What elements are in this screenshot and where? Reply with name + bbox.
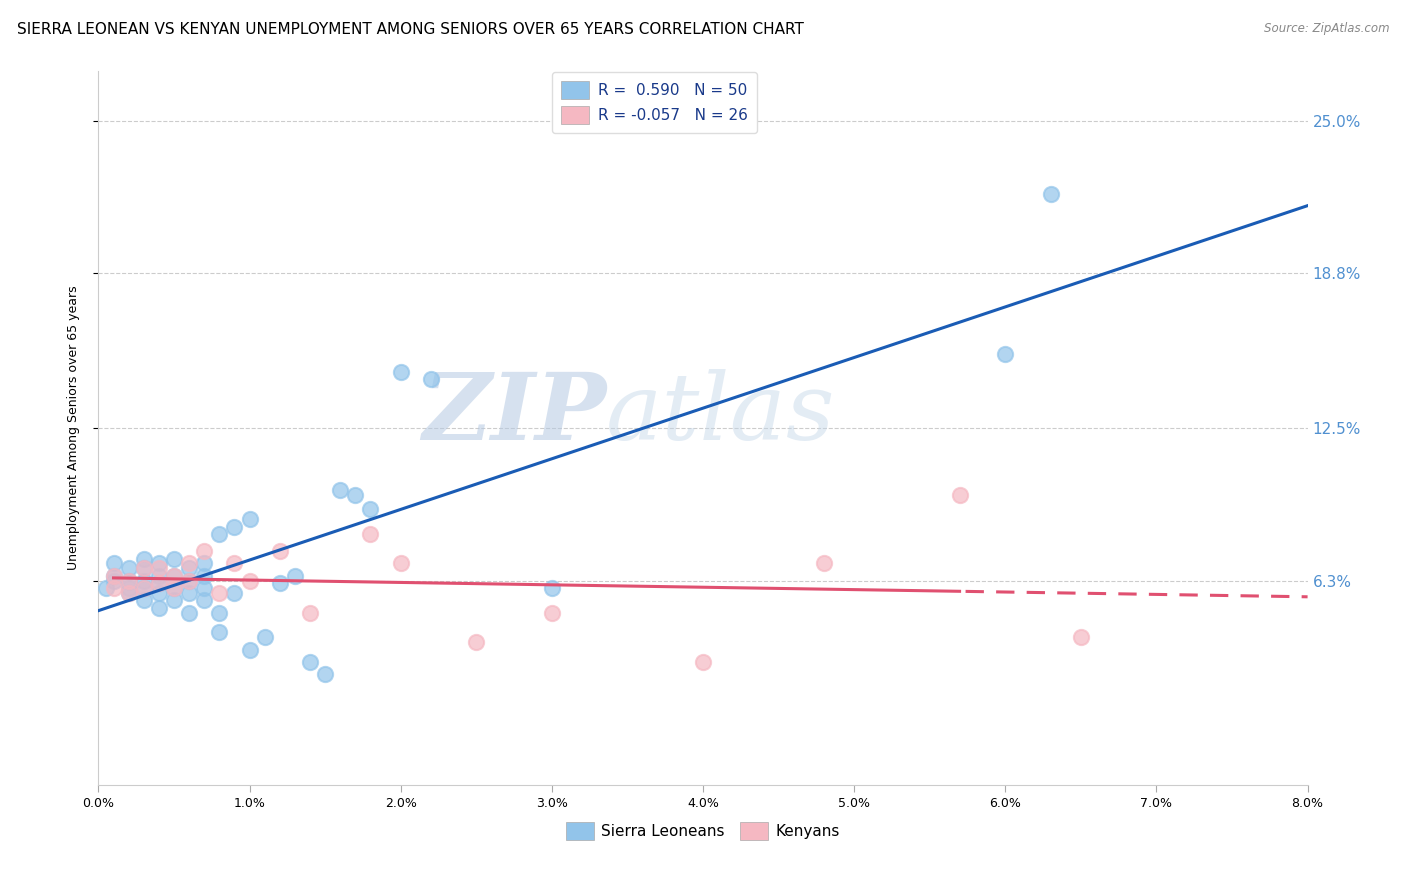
Point [299,606,322,620]
Point [163,593,186,607]
Point [163,569,186,583]
Legend: Sierra Leoneans, Kenyans: Sierra Leoneans, Kenyans [557,813,849,848]
Point [118,586,141,600]
Point [163,569,186,583]
Point [193,569,215,583]
Point [208,527,231,541]
Point [103,557,125,571]
Point [163,581,186,595]
Point [148,569,170,583]
Point [179,606,201,620]
Point [132,551,155,566]
Point [118,574,141,588]
Point [118,586,141,600]
Point [692,655,714,669]
Point [103,581,125,595]
Point [132,581,155,595]
Point [540,606,562,620]
Point [103,569,125,583]
Point [465,635,488,649]
Point [148,576,170,591]
Point [949,487,972,501]
Point [132,561,155,575]
Point [994,347,1017,361]
Point [360,502,382,516]
Point [1039,187,1062,202]
Point [253,630,276,644]
Point [224,519,246,533]
Point [208,625,231,640]
Point [193,581,215,595]
Point [1070,630,1092,644]
Text: SIERRA LEONEAN VS KENYAN UNEMPLOYMENT AMONG SENIORS OVER 65 YEARS CORRELATION CH: SIERRA LEONEAN VS KENYAN UNEMPLOYMENT AM… [17,22,804,37]
Point [389,557,412,571]
Point [118,574,141,588]
Point [148,586,170,600]
Point [314,667,336,681]
Point [132,561,155,575]
Point [179,557,201,571]
Point [94,581,117,595]
Point [813,557,835,571]
Point [163,551,186,566]
Point [179,574,201,588]
Point [193,557,215,571]
Point [208,586,231,600]
Point [179,586,201,600]
Point [389,365,412,379]
Point [269,576,291,591]
Point [299,655,322,669]
Text: Source: ZipAtlas.com: Source: ZipAtlas.com [1264,22,1389,36]
Point [420,372,443,386]
Point [284,569,307,583]
Point [329,483,352,497]
Point [148,576,170,591]
Point [163,581,186,595]
Y-axis label: Unemployment Among Seniors over 65 years: Unemployment Among Seniors over 65 years [67,285,80,571]
Point [118,561,141,575]
Point [179,574,201,588]
Point [132,593,155,607]
Point [148,600,170,615]
Point [193,544,215,558]
Point [103,574,125,588]
Point [103,569,125,583]
Point [239,642,262,657]
Point [239,512,262,526]
Text: atlas: atlas [606,369,835,458]
Point [132,574,155,588]
Point [208,606,231,620]
Text: ZIP: ZIP [422,369,606,458]
Point [360,527,382,541]
Point [224,557,246,571]
Point [193,593,215,607]
Point [118,581,141,595]
Point [224,586,246,600]
Point [269,544,291,558]
Point [148,561,170,575]
Point [344,487,367,501]
Point [132,581,155,595]
Point [179,561,201,575]
Point [239,574,262,588]
Point [540,581,562,595]
Point [148,557,170,571]
